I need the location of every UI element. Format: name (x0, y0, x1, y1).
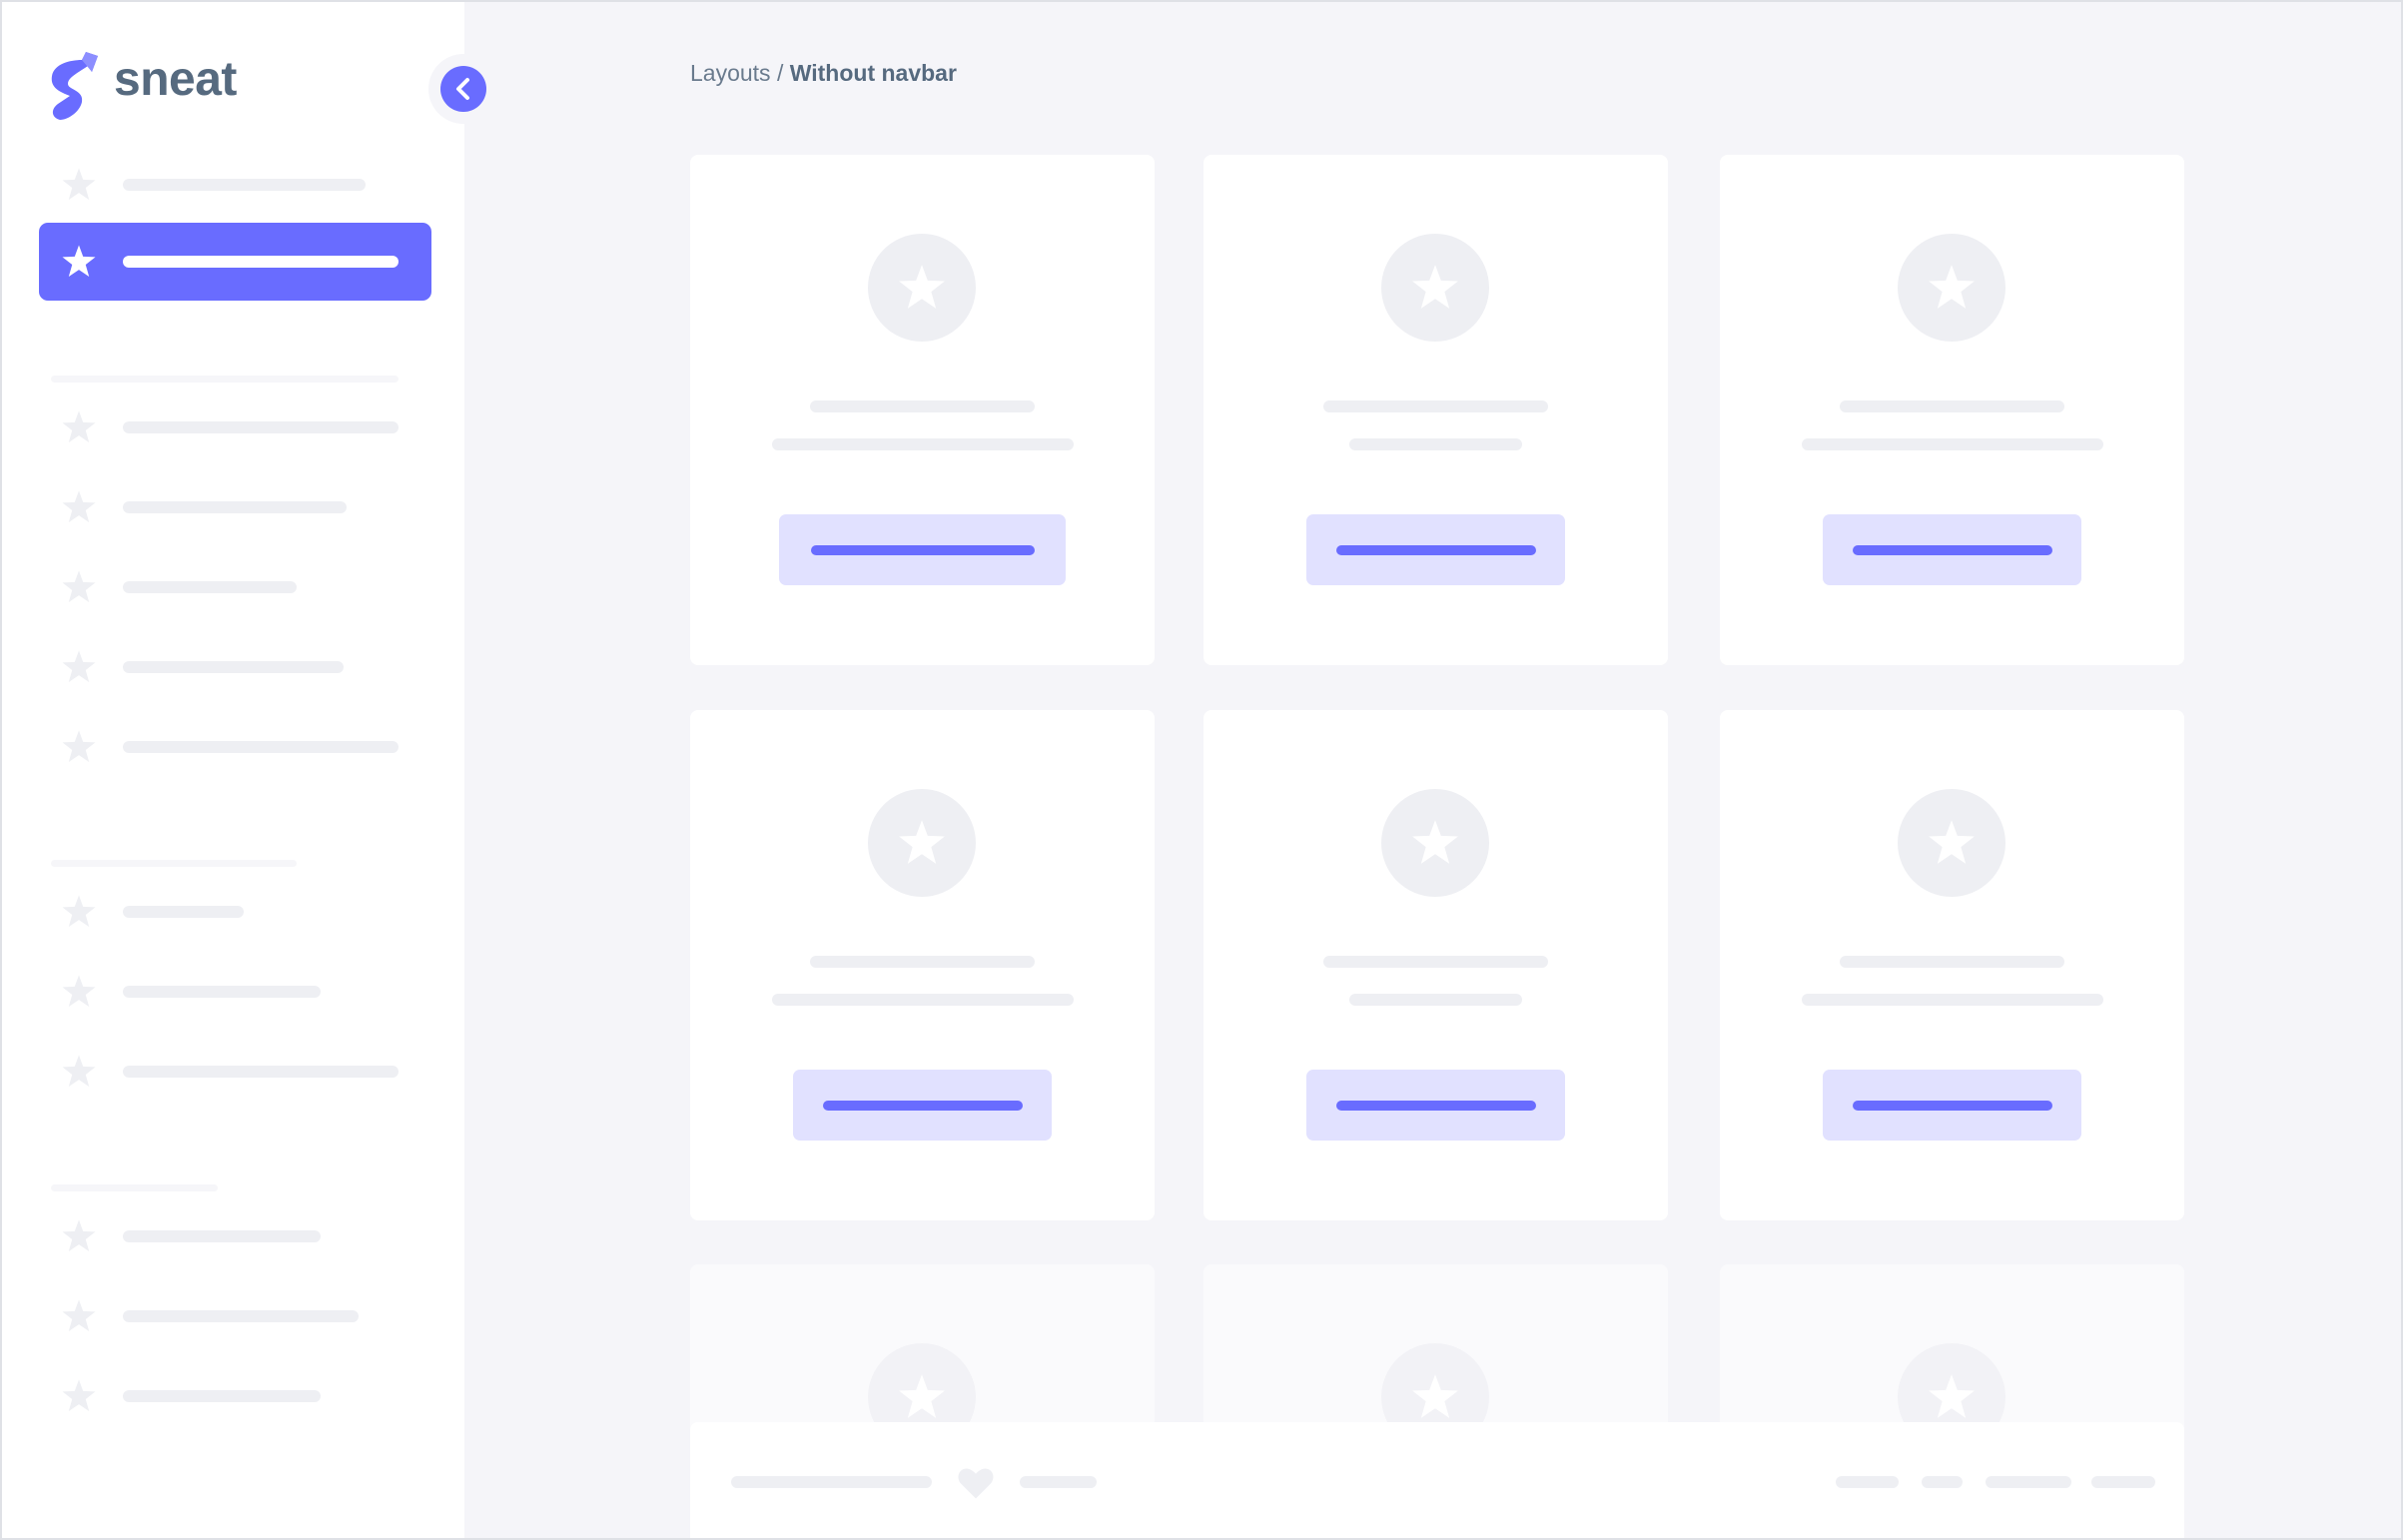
card-title (810, 956, 1035, 968)
star-icon (62, 410, 96, 442)
breadcrumb-parent[interactable]: Layouts (690, 60, 771, 86)
card-subtitle (1801, 438, 2103, 450)
footer-link[interactable] (1986, 1476, 2071, 1488)
sidebar-toggle-button[interactable] (440, 66, 486, 112)
footer-link[interactable] (1020, 1476, 1097, 1488)
star-icon (1412, 265, 1458, 309)
star-icon (1929, 1374, 1975, 1418)
star-icon (1412, 1374, 1458, 1418)
star-icon (1929, 265, 1975, 309)
footer (690, 1422, 2184, 1538)
card-button[interactable] (1306, 514, 1565, 585)
sidebar-section-header (51, 860, 297, 867)
star-icon (62, 1379, 96, 1411)
card (690, 710, 1155, 1220)
card-button-label (1852, 544, 2052, 555)
card-avatar (868, 234, 976, 342)
footer-link[interactable] (1922, 1476, 1963, 1488)
card-avatar (1898, 789, 2005, 897)
star-icon (899, 265, 945, 309)
star-icon (899, 1374, 945, 1418)
card (1720, 155, 2184, 665)
star-icon (62, 1299, 96, 1331)
sidebar-section-header (51, 376, 399, 383)
sidebar-item-label (123, 661, 344, 673)
star-icon (899, 820, 945, 864)
sidebar-item-label (123, 179, 366, 191)
card-subtitle (771, 438, 1074, 450)
card-title (1323, 400, 1548, 412)
card-button[interactable] (1823, 514, 2081, 585)
star-icon (62, 650, 96, 682)
sidebar-item-label (123, 421, 399, 433)
breadcrumb-current: Without navbar (789, 60, 957, 86)
card-subtitle (771, 994, 1074, 1006)
card-button-label (1335, 1100, 1536, 1111)
breadcrumb-separator: / (770, 60, 790, 86)
star-icon (62, 1055, 96, 1087)
sidebar-item-label (123, 501, 347, 513)
card-button[interactable] (793, 1070, 1052, 1141)
card (690, 155, 1155, 665)
footer-link[interactable] (1836, 1476, 1899, 1488)
card-avatar (1898, 234, 2005, 342)
card-button[interactable] (779, 514, 1066, 585)
heart-icon (956, 1466, 996, 1505)
card-avatar (1381, 789, 1489, 897)
card-button[interactable] (1306, 1070, 1565, 1141)
card-subtitle (1349, 438, 1522, 450)
sidebar-item-label (123, 1230, 321, 1242)
card-subtitle (1349, 994, 1522, 1006)
breadcrumb: Layouts / Without navbar (690, 60, 957, 87)
chevron-left-icon (456, 78, 469, 100)
sidebar-item-label (123, 1066, 399, 1078)
card-title (1323, 956, 1548, 968)
card-title (810, 400, 1035, 412)
brand-name: sneat (114, 53, 237, 106)
sidebar-section-header (51, 1184, 218, 1191)
card (1203, 710, 1668, 1220)
footer-link[interactable] (2091, 1476, 2155, 1488)
card-button-label (810, 544, 1035, 555)
card-button-label (1852, 1100, 2052, 1111)
sidebar-item-label (123, 906, 244, 918)
card-avatar (868, 789, 976, 897)
sidebar: sneat (2, 2, 498, 1538)
star-icon (62, 490, 96, 522)
sneat-logo-icon (51, 52, 98, 120)
star-icon (62, 975, 96, 1007)
sidebar-item-label (123, 256, 399, 268)
card-avatar (1381, 234, 1489, 342)
footer-link[interactable] (731, 1476, 932, 1488)
star-icon (1412, 820, 1458, 864)
sidebar-item-label (123, 1310, 359, 1322)
star-icon (62, 730, 96, 762)
sidebar-item-label (123, 741, 399, 753)
sidebar-item-label (123, 986, 321, 998)
card-title (1840, 956, 2064, 968)
star-icon (62, 895, 96, 927)
star-icon (1929, 820, 1975, 864)
card (1720, 710, 2184, 1220)
star-icon (62, 1219, 96, 1251)
card (1203, 155, 1668, 665)
card-subtitle (1801, 994, 2103, 1006)
sidebar-item-label (123, 581, 297, 593)
card-button-label (822, 1100, 1023, 1111)
card-button-label (1335, 544, 1536, 555)
star-icon (62, 245, 96, 277)
star-icon (62, 168, 96, 200)
card-button[interactable] (1823, 1070, 2081, 1141)
star-icon (62, 570, 96, 602)
card-title (1840, 400, 2064, 412)
sidebar-item-label (123, 1390, 321, 1402)
